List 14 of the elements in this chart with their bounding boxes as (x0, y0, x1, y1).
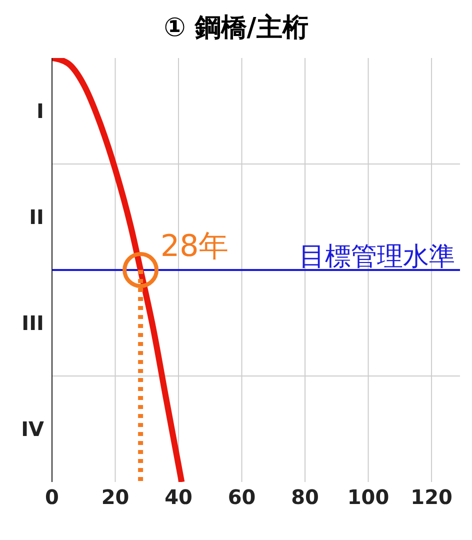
x-tick-label: 0 (45, 485, 59, 510)
x-tick-label: 100 (347, 485, 390, 510)
x-tick-label: 120 (410, 485, 452, 510)
x-tick-label: 80 (291, 485, 319, 510)
ref-line-label: 目標管理水準 (299, 242, 455, 272)
x-tick-label: 60 (228, 485, 256, 510)
text: II (29, 205, 44, 230)
chart-title: ① 鋼橋/主桁 (162, 12, 310, 45)
x-tick-label: 20 (101, 485, 130, 510)
x-tick-label: 40 (164, 485, 192, 510)
annotation: 28年 (160, 229, 229, 264)
text: III (22, 311, 44, 336)
text: I (36, 99, 44, 124)
text: IV (21, 417, 45, 442)
